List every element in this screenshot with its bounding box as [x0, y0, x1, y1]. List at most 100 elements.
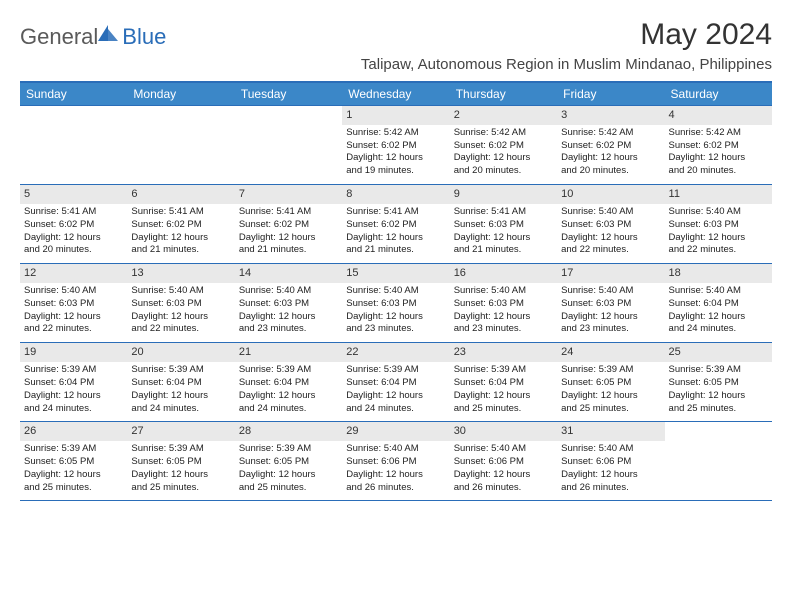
day-details: Sunrise: 5:40 AMSunset: 6:03 PMDaylight:… — [127, 283, 234, 342]
day-cell: 11Sunrise: 5:40 AMSunset: 6:03 PMDayligh… — [665, 185, 772, 263]
sunset-text: Sunset: 6:06 PM — [561, 456, 660, 469]
daylight-text: and 23 minutes. — [346, 323, 445, 336]
day-cell: 31Sunrise: 5:40 AMSunset: 6:06 PMDayligh… — [557, 422, 664, 500]
day-number: 3 — [557, 106, 664, 125]
weekday-header: Thursday — [450, 83, 557, 105]
sunset-text: Sunset: 6:02 PM — [24, 219, 123, 232]
calendar-page: General Blue May 2024 Talipaw, Autonomou… — [0, 0, 792, 612]
daylight-text: and 26 minutes. — [346, 482, 445, 495]
day-number: 12 — [20, 264, 127, 283]
sunset-text: Sunset: 6:05 PM — [24, 456, 123, 469]
sunset-text: Sunset: 6:05 PM — [239, 456, 338, 469]
sunrise-text: Sunrise: 5:39 AM — [346, 364, 445, 377]
day-cell: 3Sunrise: 5:42 AMSunset: 6:02 PMDaylight… — [557, 106, 664, 184]
weekday-header: Saturday — [665, 83, 772, 105]
day-cell — [235, 106, 342, 184]
daylight-text: Daylight: 12 hours — [454, 469, 553, 482]
day-number: 30 — [450, 422, 557, 441]
day-cell: 1Sunrise: 5:42 AMSunset: 6:02 PMDaylight… — [342, 106, 449, 184]
day-details: Sunrise: 5:42 AMSunset: 6:02 PMDaylight:… — [665, 125, 772, 184]
day-number: 7 — [235, 185, 342, 204]
daylight-text: and 23 minutes. — [239, 323, 338, 336]
day-number: 1 — [342, 106, 449, 125]
day-cell: 20Sunrise: 5:39 AMSunset: 6:04 PMDayligh… — [127, 343, 234, 421]
day-details: Sunrise: 5:42 AMSunset: 6:02 PMDaylight:… — [450, 125, 557, 184]
sunset-text: Sunset: 6:03 PM — [346, 298, 445, 311]
sunrise-text: Sunrise: 5:41 AM — [454, 206, 553, 219]
sunset-text: Sunset: 6:03 PM — [239, 298, 338, 311]
day-number: 22 — [342, 343, 449, 362]
weekday-header: Friday — [557, 83, 664, 105]
sunrise-text: Sunrise: 5:42 AM — [346, 127, 445, 140]
sunset-text: Sunset: 6:02 PM — [561, 140, 660, 153]
day-cell: 14Sunrise: 5:40 AMSunset: 6:03 PMDayligh… — [235, 264, 342, 342]
calendar-week-row: 12Sunrise: 5:40 AMSunset: 6:03 PMDayligh… — [20, 263, 772, 342]
daylight-text: Daylight: 12 hours — [561, 152, 660, 165]
daylight-text: and 25 minutes. — [561, 403, 660, 416]
sunrise-text: Sunrise: 5:40 AM — [24, 285, 123, 298]
day-cell: 9Sunrise: 5:41 AMSunset: 6:03 PMDaylight… — [450, 185, 557, 263]
day-details: Sunrise: 5:41 AMSunset: 6:02 PMDaylight:… — [127, 204, 234, 263]
daylight-text: Daylight: 12 hours — [239, 232, 338, 245]
daylight-text: Daylight: 12 hours — [669, 311, 768, 324]
weekday-header: Monday — [127, 83, 234, 105]
logo-text-blue: Blue — [122, 24, 166, 50]
day-number: 9 — [450, 185, 557, 204]
day-number: 17 — [557, 264, 664, 283]
sunset-text: Sunset: 6:06 PM — [346, 456, 445, 469]
day-cell: 25Sunrise: 5:39 AMSunset: 6:05 PMDayligh… — [665, 343, 772, 421]
day-details: Sunrise: 5:39 AMSunset: 6:04 PMDaylight:… — [342, 362, 449, 421]
day-cell — [20, 106, 127, 184]
day-number: 23 — [450, 343, 557, 362]
day-details: Sunrise: 5:40 AMSunset: 6:04 PMDaylight:… — [665, 283, 772, 342]
sunrise-text: Sunrise: 5:41 AM — [131, 206, 230, 219]
sunset-text: Sunset: 6:04 PM — [131, 377, 230, 390]
day-number: 20 — [127, 343, 234, 362]
day-cell: 23Sunrise: 5:39 AMSunset: 6:04 PMDayligh… — [450, 343, 557, 421]
daylight-text: and 21 minutes. — [239, 244, 338, 257]
day-number: 19 — [20, 343, 127, 362]
daylight-text: and 20 minutes. — [669, 165, 768, 178]
daylight-text: and 25 minutes. — [239, 482, 338, 495]
sunrise-text: Sunrise: 5:40 AM — [239, 285, 338, 298]
weekday-header-row: Sunday Monday Tuesday Wednesday Thursday… — [20, 83, 772, 105]
day-number: 21 — [235, 343, 342, 362]
sunset-text: Sunset: 6:05 PM — [561, 377, 660, 390]
daylight-text: Daylight: 12 hours — [561, 469, 660, 482]
sunrise-text: Sunrise: 5:40 AM — [669, 206, 768, 219]
daylight-text: Daylight: 12 hours — [669, 152, 768, 165]
weekday-header: Sunday — [20, 83, 127, 105]
day-details: Sunrise: 5:39 AMSunset: 6:05 PMDaylight:… — [235, 441, 342, 500]
day-cell: 15Sunrise: 5:40 AMSunset: 6:03 PMDayligh… — [342, 264, 449, 342]
day-cell: 24Sunrise: 5:39 AMSunset: 6:05 PMDayligh… — [557, 343, 664, 421]
calendar-week-row: 5Sunrise: 5:41 AMSunset: 6:02 PMDaylight… — [20, 184, 772, 263]
day-number: 5 — [20, 185, 127, 204]
day-cell: 30Sunrise: 5:40 AMSunset: 6:06 PMDayligh… — [450, 422, 557, 500]
sunset-text: Sunset: 6:04 PM — [669, 298, 768, 311]
sunset-text: Sunset: 6:02 PM — [346, 140, 445, 153]
day-details: Sunrise: 5:41 AMSunset: 6:02 PMDaylight:… — [235, 204, 342, 263]
sunset-text: Sunset: 6:03 PM — [131, 298, 230, 311]
daylight-text: Daylight: 12 hours — [131, 232, 230, 245]
daylight-text: Daylight: 12 hours — [561, 232, 660, 245]
title-block: May 2024 Talipaw, Autonomous Region in M… — [361, 18, 772, 73]
sunrise-text: Sunrise: 5:39 AM — [24, 443, 123, 456]
daylight-text: Daylight: 12 hours — [24, 469, 123, 482]
daylight-text: and 22 minutes. — [561, 244, 660, 257]
daylight-text: and 22 minutes. — [24, 323, 123, 336]
sunset-text: Sunset: 6:04 PM — [24, 377, 123, 390]
day-number: 10 — [557, 185, 664, 204]
sunrise-text: Sunrise: 5:39 AM — [131, 364, 230, 377]
day-details: Sunrise: 5:39 AMSunset: 6:05 PMDaylight:… — [557, 362, 664, 421]
day-number: 18 — [665, 264, 772, 283]
day-cell: 27Sunrise: 5:39 AMSunset: 6:05 PMDayligh… — [127, 422, 234, 500]
sunset-text: Sunset: 6:02 PM — [239, 219, 338, 232]
day-cell: 16Sunrise: 5:40 AMSunset: 6:03 PMDayligh… — [450, 264, 557, 342]
sunset-text: Sunset: 6:03 PM — [454, 298, 553, 311]
daylight-text: Daylight: 12 hours — [24, 232, 123, 245]
sunset-text: Sunset: 6:03 PM — [561, 219, 660, 232]
sunrise-text: Sunrise: 5:42 AM — [454, 127, 553, 140]
day-number: 15 — [342, 264, 449, 283]
daylight-text: and 20 minutes. — [454, 165, 553, 178]
sunrise-text: Sunrise: 5:39 AM — [131, 443, 230, 456]
